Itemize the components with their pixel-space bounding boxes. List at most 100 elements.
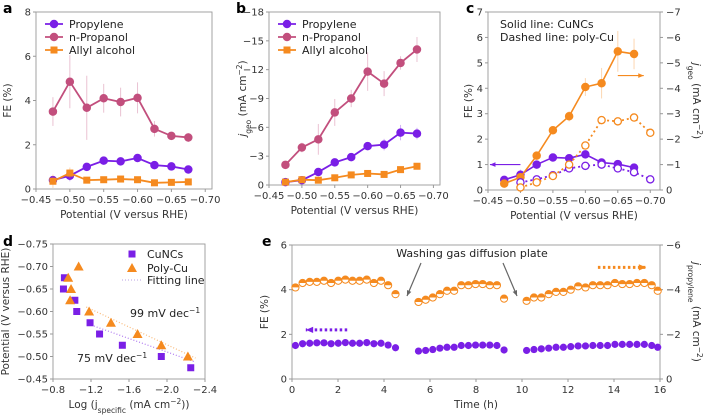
x-axis-label: Potential (V versus RHE) (510, 210, 638, 222)
fe-point (414, 347, 423, 355)
data-point (581, 150, 590, 159)
x-tick-label: −0.65 (602, 196, 633, 207)
current-point-fill (537, 293, 545, 298)
x-tick-label: −0.45 (254, 191, 285, 202)
y-axis-label: jgeo (mA cm−2) (235, 60, 253, 138)
current-point-fill (341, 276, 349, 280)
fe-point (334, 339, 342, 347)
data-point (84, 306, 95, 316)
data-point (82, 103, 92, 113)
current-point-fill (589, 281, 597, 286)
data-point (412, 129, 422, 138)
x-tick-label: 10 (516, 385, 529, 396)
y-axis-label: FE (%) (463, 84, 475, 118)
current-point-fill (523, 297, 531, 301)
data-point (281, 178, 289, 186)
fe-point (537, 345, 545, 353)
data-point (346, 94, 356, 103)
fe-point (633, 340, 641, 348)
arrow-line (502, 262, 518, 297)
y-tick-label: 8 (25, 8, 31, 19)
data-point (86, 319, 94, 327)
data-point (297, 143, 307, 152)
y2-tick-label: −6 (666, 241, 681, 252)
x-tick-label: 2 (335, 385, 341, 396)
y2-axis-label: jgeo (mA cm−2) (687, 61, 703, 139)
data-point (49, 177, 57, 185)
data-point (363, 141, 372, 151)
axis-label-rest: (mA cm (237, 76, 249, 120)
data-point (116, 97, 125, 107)
data-point (66, 284, 77, 293)
current-point-fill (464, 281, 473, 286)
current-point-fill (313, 278, 321, 282)
x-tick-label: 16 (654, 385, 667, 396)
x-tick-label: −0.70 (418, 191, 449, 202)
fe-point (500, 346, 508, 354)
data-point (182, 351, 193, 361)
legend-marker (127, 263, 137, 272)
fitting-line (90, 324, 196, 363)
data-point (60, 274, 68, 282)
y-axis-label: Potential (V versus RHE) (0, 248, 12, 376)
axis-label-main: j (690, 61, 702, 66)
fitting-line (85, 306, 196, 359)
x-tick-label: 0 (289, 385, 295, 396)
data-point (397, 166, 405, 174)
fe-point (523, 346, 531, 355)
current-point-fill (618, 280, 626, 285)
data-point (597, 78, 606, 88)
x-tick-label: −0.50 (287, 191, 318, 202)
x-tick-label: 12 (562, 385, 575, 396)
legend-marker (283, 46, 291, 54)
data-point (597, 160, 606, 169)
x-tick-label: 14 (608, 385, 621, 396)
fe-point (603, 341, 612, 350)
y-tick-label: 7 (477, 8, 483, 19)
data-point (548, 153, 558, 162)
data-point (134, 176, 142, 184)
y-tick-label: −9 (249, 94, 264, 105)
axis-label-end: )) (181, 399, 189, 411)
axis-label-sub: geo (244, 119, 253, 133)
current-point-fill (370, 279, 378, 283)
data-point (83, 176, 91, 184)
fe-point (327, 340, 335, 348)
panel-d: d −0.8 −1.2 −1.6 −2.0 −2.4 −0.45 −0.50 −0.55 −0.6… (0, 234, 217, 396)
fe-point (559, 343, 568, 351)
axis-label-rest: (mA cm (690, 80, 702, 124)
data-point (597, 115, 606, 125)
y2-tick-label: −1 (666, 160, 681, 171)
y-tick-label: −0.70 (17, 262, 48, 273)
current-point-fill (291, 283, 300, 288)
arrow-head-icon (512, 290, 517, 296)
x-tick-label: 6 (427, 385, 433, 396)
data-point (564, 160, 574, 169)
data-point (330, 158, 340, 167)
current-point-fill (545, 290, 553, 295)
current-point-fill (648, 281, 656, 286)
data-point (499, 179, 509, 188)
data-point (118, 341, 126, 349)
axis-label-sup: −2 (235, 64, 244, 75)
x-tick-label: −2.4 (193, 385, 217, 396)
fe-point (654, 343, 662, 351)
x-axis-label: Time (h) (453, 399, 498, 411)
current-point-fill (436, 290, 444, 295)
current-point-fill (603, 281, 612, 286)
current-point-fill (567, 286, 575, 290)
panel-letter: d (3, 234, 13, 250)
y-axis-label: FE (%) (2, 83, 14, 117)
legend-marker (49, 19, 59, 29)
data-point (548, 125, 558, 135)
y2-tick-label: −4 (666, 84, 681, 95)
axis-label-sup: −2 (696, 124, 703, 135)
slope-unit-sup: −1 (136, 351, 147, 360)
fe-point (320, 339, 328, 347)
y-tick-label: 4 (281, 285, 287, 296)
data-point (346, 152, 356, 162)
arrow-head-icon (305, 326, 314, 333)
data-point (167, 131, 176, 141)
current-point-fill (552, 288, 560, 292)
